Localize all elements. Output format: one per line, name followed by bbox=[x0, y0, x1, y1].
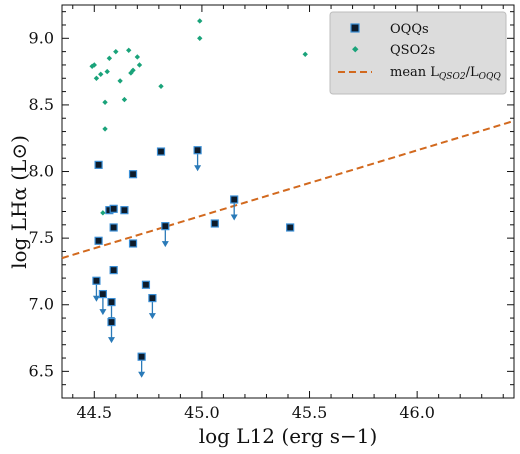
qso2-point bbox=[302, 51, 308, 57]
legend-oqq-label: OQQs bbox=[390, 22, 429, 37]
oqq-point bbox=[148, 293, 157, 303]
x-tick-label: 45.5 bbox=[292, 403, 328, 422]
upper-limit-arrow-head bbox=[99, 309, 107, 316]
oqq-point bbox=[193, 146, 202, 155]
x-tick-label: 45.0 bbox=[184, 403, 220, 422]
oqq-point bbox=[92, 276, 101, 285]
qso2-point bbox=[121, 96, 128, 103]
oqq-point bbox=[137, 352, 146, 361]
qso2-point bbox=[102, 126, 108, 132]
oqq-point bbox=[128, 170, 138, 179]
qso2-point bbox=[106, 55, 113, 61]
y-tick-label: 6.5 bbox=[29, 361, 54, 380]
qso2-point bbox=[91, 62, 97, 68]
upper-limit-arrow-head bbox=[108, 337, 116, 344]
y-ticks: 6.5 7.0 7.5 8.0 8.5 9.0 bbox=[29, 11, 514, 399]
upper-limit-arrow-head bbox=[148, 313, 156, 320]
qso2-point bbox=[197, 35, 203, 41]
qso2-point bbox=[98, 71, 104, 77]
qso2-point bbox=[197, 18, 203, 24]
oqq-point bbox=[94, 236, 103, 245]
data-marks bbox=[61, 18, 515, 378]
oqq-point bbox=[107, 317, 116, 327]
y-axis-label: log LHα (L⊙) bbox=[7, 135, 31, 269]
y-tick-label: 9.0 bbox=[29, 28, 54, 47]
oqq-point bbox=[230, 195, 239, 204]
qso2-point bbox=[93, 75, 100, 81]
oqq-point bbox=[161, 222, 170, 231]
qso2-point bbox=[117, 78, 123, 84]
qso2-point bbox=[136, 62, 143, 68]
oqq-point bbox=[128, 239, 138, 248]
oqq-point bbox=[109, 223, 118, 232]
legend-qso2-label: QSO2s bbox=[390, 43, 435, 58]
qso2-point bbox=[104, 68, 110, 75]
qso2-point bbox=[130, 67, 136, 73]
oqq-point bbox=[141, 280, 151, 289]
x-tick-label: 46.0 bbox=[399, 403, 435, 422]
legend: OQQs QSO2s mean LQSO2/LOQQ bbox=[329, 11, 507, 95]
upper-limit-arrow-head bbox=[161, 241, 169, 248]
legend-mean-label: mean LQSO2/LOQQ bbox=[390, 65, 501, 82]
legend-oqq-marker bbox=[350, 23, 360, 33]
x-tick-label: 44.5 bbox=[76, 403, 112, 422]
y-tick-label: 8.5 bbox=[29, 95, 54, 114]
y-tick-label: 8.0 bbox=[29, 162, 54, 181]
upper-limit-arrow-head bbox=[92, 295, 100, 302]
oqq-point bbox=[210, 219, 219, 228]
upper-limit-arrow-head bbox=[138, 371, 146, 378]
qso2-point bbox=[134, 54, 141, 60]
y-tick-label: 7.0 bbox=[29, 295, 54, 314]
oqq-point bbox=[109, 266, 118, 275]
qso2-point bbox=[158, 83, 164, 89]
upper-limit-arrow-head bbox=[194, 165, 202, 172]
oqq-point bbox=[94, 160, 103, 169]
qso2-point bbox=[100, 210, 106, 216]
y-tick-label: 7.5 bbox=[29, 228, 54, 247]
qso2-point bbox=[126, 47, 132, 53]
mean-ratio-line bbox=[61, 119, 515, 260]
oqq-point bbox=[109, 204, 118, 213]
qso2-point bbox=[113, 48, 119, 55]
legend-box bbox=[329, 11, 507, 95]
oqq-point bbox=[156, 147, 166, 156]
x-ticks: 44.5 45.0 45.5 46.0 bbox=[72, 5, 504, 422]
oqq-point bbox=[120, 206, 129, 215]
qso2-point bbox=[102, 99, 108, 105]
oqq-point bbox=[286, 223, 295, 232]
upper-limit-arrow-head bbox=[230, 214, 238, 221]
oqq-point bbox=[98, 289, 107, 299]
oqq-point bbox=[107, 297, 116, 307]
x-axis-label: log L12 (erg s−1) bbox=[199, 424, 378, 448]
